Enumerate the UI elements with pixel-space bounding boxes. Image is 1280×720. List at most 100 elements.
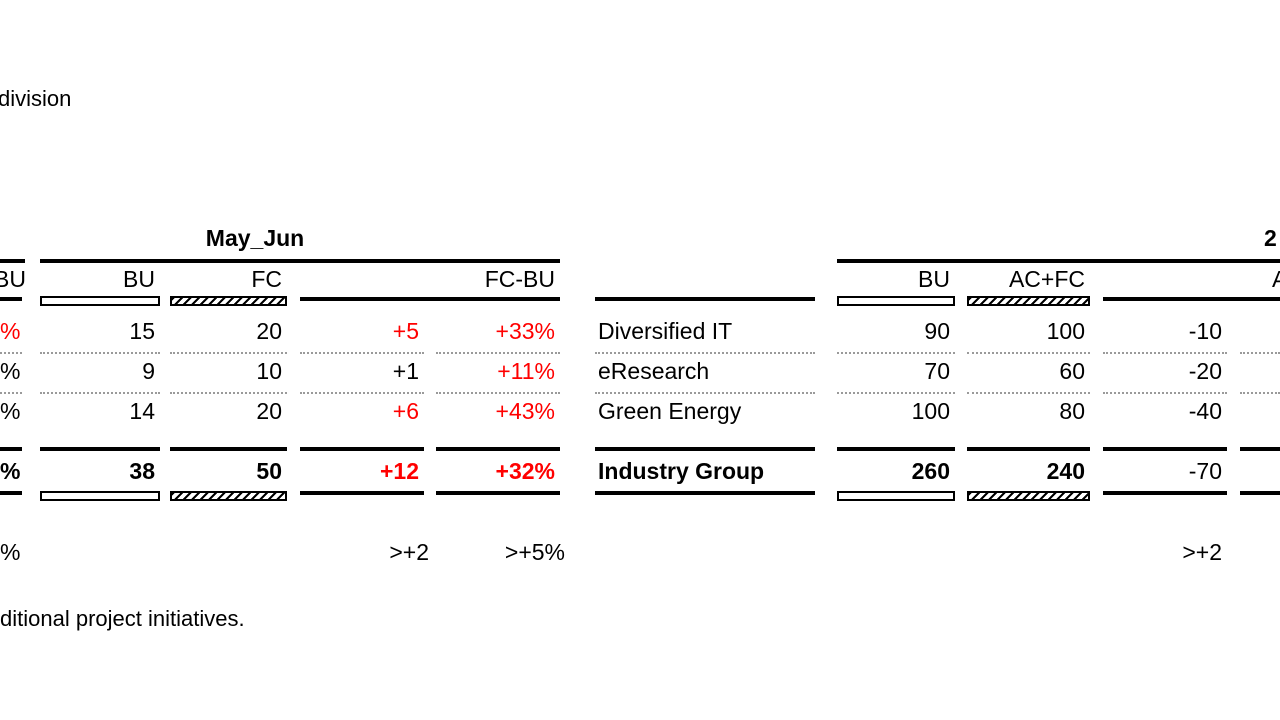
row-separator (40, 392, 160, 394)
year-title-fragment: 2 (1264, 225, 1277, 251)
acfc-value: 100 (1046, 318, 1085, 344)
threshold-abs-note: >+2 (389, 539, 429, 565)
total-top-rule (837, 447, 955, 451)
fc-value: 10 (256, 358, 282, 384)
edge-row-value: % (0, 398, 21, 424)
total-fc-value: 50 (256, 458, 282, 484)
edge-row-separator (0, 392, 22, 394)
bu-legend-bar (837, 296, 955, 306)
total-bottom-rule (595, 491, 815, 495)
total-bottom-rule (436, 491, 560, 495)
total-top-rule (1240, 447, 1280, 451)
variance-group-rule (300, 297, 560, 301)
bu-value: 70 (924, 358, 950, 384)
variance-abs-value: +1 (392, 358, 419, 384)
edge-threshold-fragment: % (0, 539, 21, 565)
acfc-legend-bar (967, 491, 1090, 501)
variance-abs-value: +5 (392, 318, 419, 344)
edge-row-separator (0, 352, 22, 354)
total-bottom-rule (300, 491, 424, 495)
total-acfc-value: 240 (1046, 458, 1085, 484)
total-row-label: Industry Group (598, 458, 765, 484)
page-title-fragment: division (0, 86, 72, 111)
variance-pct-value: +43% (495, 398, 555, 424)
row-separator (436, 392, 560, 394)
acfc-value: 60 (1059, 358, 1085, 384)
row-separator (1103, 352, 1227, 354)
bu-value: 15 (129, 318, 155, 344)
row-separator (170, 352, 287, 354)
total-bu-value: 38 (129, 458, 155, 484)
row-separator (170, 392, 287, 394)
total-top-rule (595, 447, 815, 451)
row-separator (967, 352, 1090, 354)
row-separator (300, 352, 424, 354)
total-variance-abs-value: -70 (1188, 458, 1222, 484)
total-top-rule (40, 447, 160, 451)
edge-title-rule (0, 259, 25, 263)
row-label: Diversified IT (598, 318, 733, 344)
row-separator (40, 352, 160, 354)
variance-pct-value: +11% (497, 358, 555, 384)
row-label: eResearch (598, 358, 710, 384)
row-separator (837, 392, 955, 394)
row-label: Green Energy (598, 398, 742, 424)
label-top-rule (595, 297, 815, 301)
variance-abs-value: -20 (1188, 358, 1222, 384)
row-separator (1240, 392, 1280, 394)
total-bottom-rule (1103, 491, 1227, 495)
column-header-bu: BU (918, 266, 950, 292)
acfc-value: 80 (1059, 398, 1085, 424)
edge-total-bottom-rule (0, 491, 22, 495)
total-variance-pct-value: +32% (495, 458, 555, 484)
edge-row-value: % (0, 358, 21, 384)
threshold-pct-note: >+5% (504, 539, 565, 565)
column-header-acfc: AC+FC (1008, 266, 1085, 292)
column-header-variance-fragment: A (1272, 266, 1280, 292)
total-top-rule (300, 447, 424, 451)
total-variance-abs-value: +12 (379, 458, 419, 484)
variance-abs-value: -40 (1188, 398, 1222, 424)
edge-total-top-rule (0, 447, 22, 451)
row-separator (1103, 392, 1227, 394)
total-top-rule (170, 447, 287, 451)
row-separator (300, 392, 424, 394)
column-header-variance: FC-BU (484, 266, 555, 292)
footnote-fragment: ditional project initiatives. (0, 606, 245, 631)
edge-total-value: % (0, 458, 21, 484)
total-top-rule (1103, 447, 1227, 451)
fc-value: 20 (256, 318, 282, 344)
fc-value: 20 (256, 398, 282, 424)
column-header-fc: FC (251, 266, 282, 292)
bu-legend-bar (40, 296, 160, 306)
period-title: May_Jun (205, 225, 305, 251)
year-title-rule (837, 259, 1280, 263)
acfc-legend-bar (967, 296, 1090, 306)
row-separator (1240, 352, 1280, 354)
row-separator (595, 352, 815, 354)
variance-pct-value: +33% (495, 318, 555, 344)
total-bottom-rule (1240, 491, 1280, 495)
total-top-rule (436, 447, 560, 451)
period-title-rule (40, 259, 560, 263)
row-separator (967, 392, 1090, 394)
row-separator (837, 352, 955, 354)
bu-legend-bar (40, 491, 160, 501)
total-bu-value: 260 (911, 458, 950, 484)
edge-column-header-fragment: BU (0, 266, 26, 292)
bu-value: 90 (924, 318, 950, 344)
fc-legend-bar (170, 296, 287, 306)
row-separator (436, 352, 560, 354)
bu-value: 100 (911, 398, 950, 424)
bu-legend-bar (837, 491, 955, 501)
edge-group-rule (0, 297, 22, 301)
variance-abs-value: -10 (1188, 318, 1222, 344)
threshold-abs-note: >+2 (1182, 539, 1222, 565)
edge-row-value: % (0, 318, 21, 344)
bu-value: 9 (142, 358, 155, 384)
bu-value: 14 (129, 398, 155, 424)
variance-abs-value: +6 (392, 398, 419, 424)
row-separator (595, 392, 815, 394)
fc-legend-bar (170, 491, 287, 501)
